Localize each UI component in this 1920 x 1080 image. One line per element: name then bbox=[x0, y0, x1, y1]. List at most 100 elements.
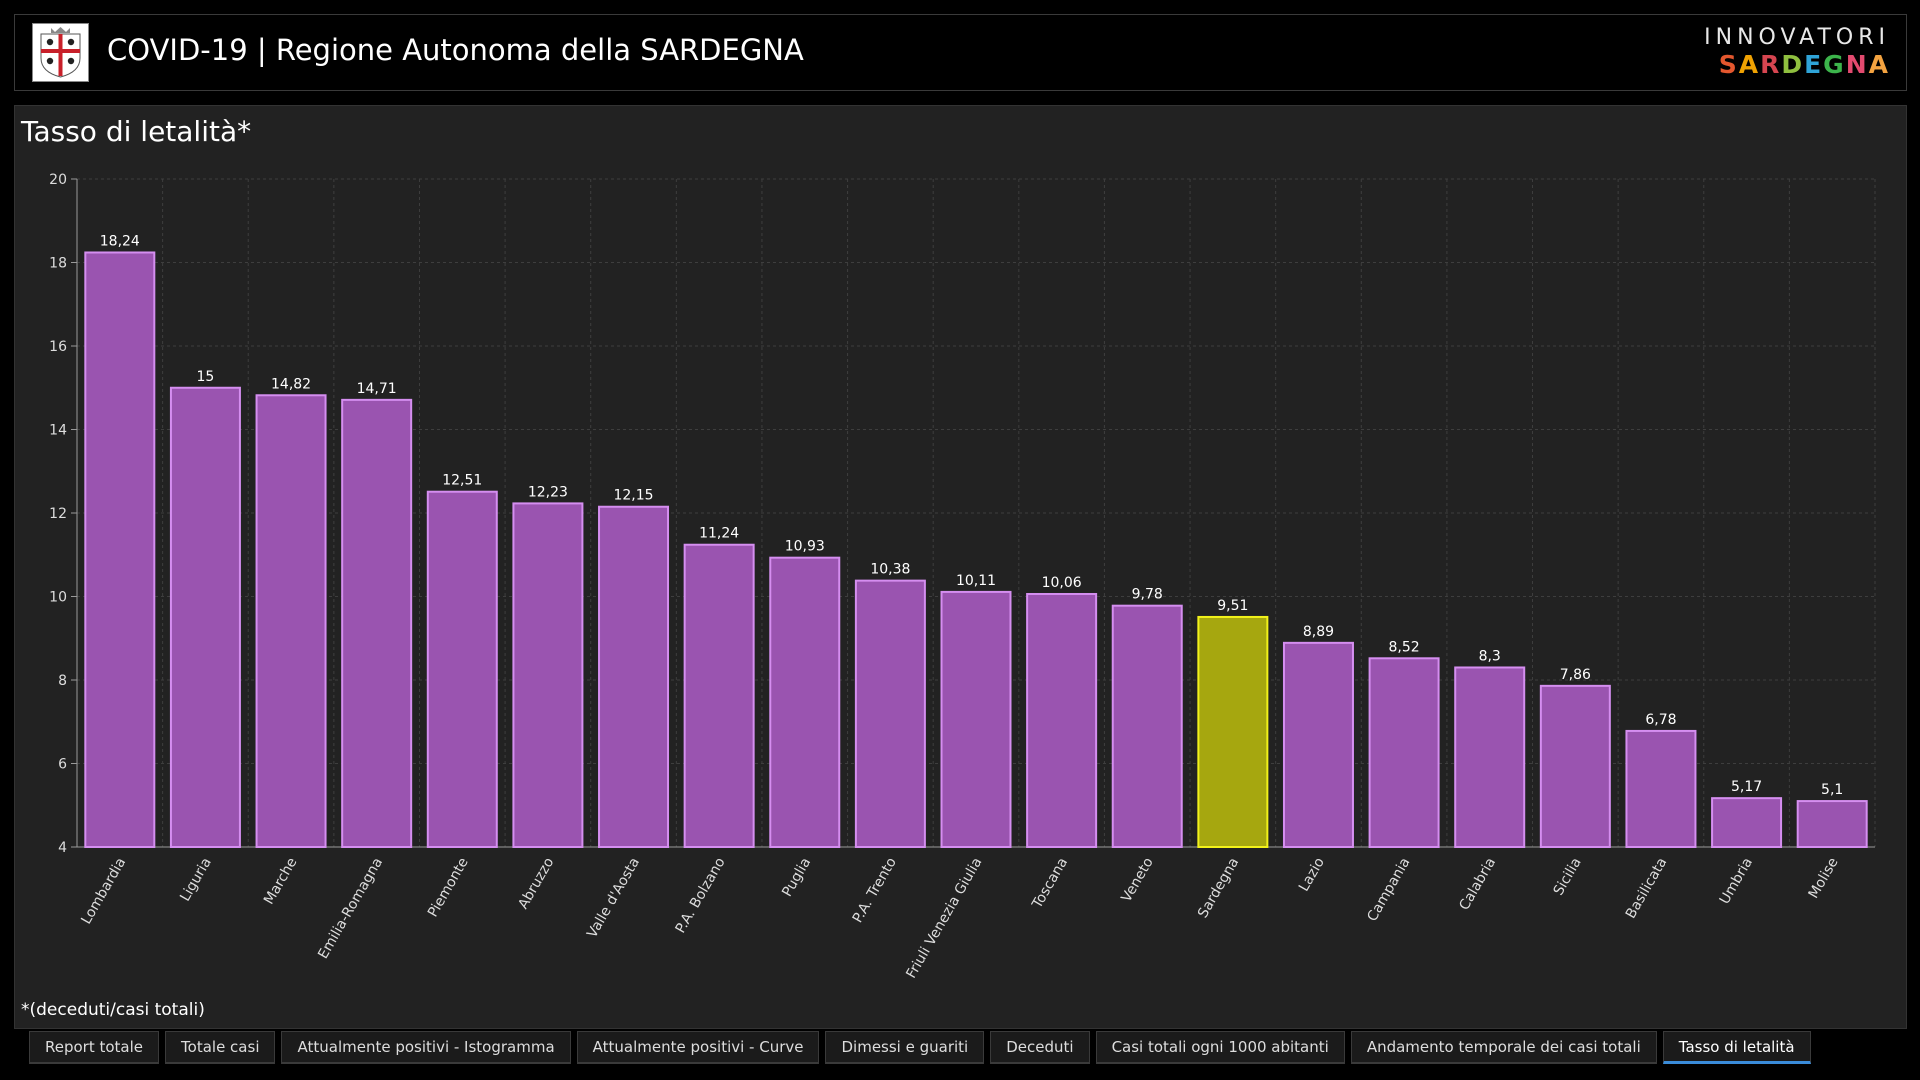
tab-casi-totali-ogni-1000-abitanti[interactable]: Casi totali ogni 1000 abitanti bbox=[1095, 1031, 1345, 1064]
x-tick-label: Lombardia bbox=[78, 855, 129, 927]
x-tick-label: Friuli Venezia Giulia bbox=[903, 855, 985, 981]
data-label: 12,23 bbox=[528, 484, 568, 500]
x-tick-label: Molise bbox=[1806, 855, 1842, 901]
tab-deceduti[interactable]: Deceduti bbox=[990, 1031, 1090, 1064]
x-tick-label: Calabria bbox=[1456, 855, 1499, 913]
brand-bottom-text: SARDEGNA bbox=[1704, 52, 1890, 77]
x-tick-label: Toscana bbox=[1029, 855, 1071, 912]
data-label: 18,24 bbox=[100, 233, 140, 249]
bar bbox=[683, 543, 755, 848]
bar bbox=[1796, 800, 1868, 849]
tab-andamento-temporale-dei-casi-totali[interactable]: Andamento temporale dei casi totali bbox=[1350, 1031, 1657, 1064]
data-label: 12,51 bbox=[442, 473, 482, 489]
bar bbox=[255, 394, 327, 848]
app-title: COVID-19 | Regione Autonoma della SARDEG… bbox=[107, 33, 804, 67]
bar bbox=[1282, 641, 1354, 849]
tab-bar: Report totale Totale casi Attualmente posi… bbox=[29, 1031, 1817, 1064]
bar bbox=[341, 398, 413, 848]
tab-attualmente-positivi-istogramma[interactable]: Attualmente positivi - Istogramma bbox=[281, 1031, 571, 1064]
brand-letter: A bbox=[1738, 50, 1761, 79]
y-tick-label: 16 bbox=[49, 339, 67, 355]
bar-chart: 4 6 8 10 12 14 16 18 20 18,24 Lombardia 15 Liguria 14… bbox=[49, 172, 1876, 981]
data-label: 6,78 bbox=[1645, 712, 1676, 728]
y-tick-label: 20 bbox=[49, 172, 67, 188]
x-tick-label: P.A. Trento bbox=[850, 855, 900, 926]
data-label: 7,86 bbox=[1560, 667, 1591, 683]
chart-panel: Tasso di letalità* 4 6 8 10 12 14 16 18 20 18,24 L… bbox=[14, 105, 1907, 1029]
y-tick-label: 8 bbox=[58, 673, 67, 689]
x-tick-label: Sicilia bbox=[1551, 855, 1585, 898]
x-tick-label: Lazio bbox=[1296, 855, 1328, 894]
bar bbox=[84, 251, 156, 849]
brand-letter: N bbox=[1845, 50, 1869, 79]
tab-dimessi-e-guariti[interactable]: Dimessi e guariti bbox=[825, 1031, 985, 1064]
bar bbox=[854, 579, 926, 848]
x-tick-label: Abruzzo bbox=[515, 855, 557, 912]
bar bbox=[1711, 797, 1783, 849]
bar bbox=[1026, 592, 1098, 848]
sardegna-coat-of-arms-logo bbox=[32, 23, 89, 82]
data-label: 14,71 bbox=[357, 381, 397, 397]
brand-letter: R bbox=[1760, 50, 1782, 79]
tab-attualmente-positivi-curve[interactable]: Attualmente positivi - Curve bbox=[576, 1031, 820, 1064]
x-tick-label: Liguria bbox=[177, 855, 215, 904]
data-label: 10,06 bbox=[1042, 575, 1082, 591]
bar-highlight bbox=[1197, 615, 1269, 848]
data-label: 15 bbox=[197, 369, 215, 385]
data-label: 5,1 bbox=[1821, 782, 1843, 798]
data-label: 10,11 bbox=[956, 573, 996, 589]
bar bbox=[512, 502, 584, 848]
x-tick-label: Emilia-Romagna bbox=[315, 855, 386, 962]
x-tick-label: Umbria bbox=[1717, 855, 1756, 907]
footnote: *(deceduti/casi totali) bbox=[21, 1000, 205, 1020]
header-bar: COVID-19 | Regione Autonoma della SARDEG… bbox=[14, 14, 1907, 91]
x-tick-label: Veneto bbox=[1119, 855, 1157, 905]
bar bbox=[1111, 604, 1183, 848]
x-tick-label: Marche bbox=[261, 855, 301, 907]
bar bbox=[598, 505, 670, 848]
y-tick-label: 4 bbox=[58, 840, 67, 856]
data-label: 10,38 bbox=[870, 562, 910, 578]
data-label: 5,17 bbox=[1731, 779, 1762, 795]
bar bbox=[940, 590, 1012, 848]
data-label: 8,89 bbox=[1303, 624, 1334, 640]
tab-report-totale[interactable]: Report totale bbox=[29, 1031, 160, 1064]
panel-title: Tasso di letalità* bbox=[21, 115, 252, 148]
bar bbox=[1454, 666, 1526, 848]
y-tick-label: 6 bbox=[58, 757, 67, 773]
y-tick-label: 14 bbox=[49, 423, 67, 439]
y-tick-label: 18 bbox=[49, 256, 67, 272]
x-tick-label: Puglia bbox=[779, 855, 814, 900]
data-label: 8,52 bbox=[1389, 639, 1420, 655]
data-label: 14,82 bbox=[271, 376, 311, 392]
tab-tasso-di-letalit[interactable]: Tasso di letalità bbox=[1662, 1031, 1811, 1064]
brand-letter: A bbox=[1868, 50, 1890, 79]
bar bbox=[169, 386, 241, 848]
bar bbox=[1368, 657, 1440, 848]
x-tick-label: Basilicata bbox=[1623, 855, 1671, 921]
brand-letter: D bbox=[1781, 50, 1805, 79]
data-label: 9,78 bbox=[1132, 587, 1163, 603]
brand-letter: G bbox=[1823, 50, 1846, 79]
data-label: 10,93 bbox=[785, 539, 825, 555]
brand-letter: S bbox=[1718, 50, 1739, 79]
data-label: 9,51 bbox=[1217, 598, 1248, 614]
brand-letter: E bbox=[1804, 50, 1824, 79]
x-tick-label: Piemonte bbox=[425, 855, 472, 920]
data-label: 11,24 bbox=[699, 526, 739, 542]
y-tick-label: 12 bbox=[49, 506, 67, 522]
innovatori-sardegna-logo: INNOVATORI SARDEGNA bbox=[1704, 25, 1890, 78]
x-tick-label: P.A. Bolzano bbox=[673, 855, 729, 936]
x-tick-label: Valle d'Aosta bbox=[584, 855, 643, 941]
bar bbox=[1539, 684, 1611, 848]
y-tick-label: 10 bbox=[49, 590, 67, 606]
x-tick-label: Sardegna bbox=[1195, 855, 1242, 921]
tab-totale-casi[interactable]: Totale casi bbox=[165, 1031, 276, 1064]
bar bbox=[769, 556, 841, 848]
bar bbox=[426, 490, 498, 848]
bar bbox=[1625, 729, 1697, 848]
brand-top-text: INNOVATORI bbox=[1704, 25, 1890, 50]
data-label: 12,15 bbox=[613, 488, 653, 504]
x-tick-label: Campania bbox=[1364, 855, 1413, 924]
data-label: 8,3 bbox=[1479, 648, 1501, 664]
